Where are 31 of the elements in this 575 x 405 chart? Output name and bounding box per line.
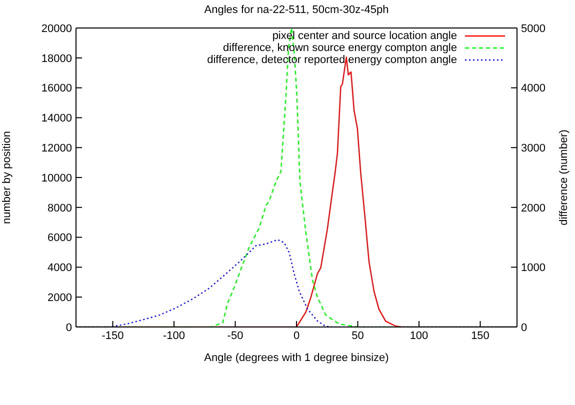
y2-tick-label: 1000 bbox=[521, 262, 546, 274]
y-tick-label: 10000 bbox=[41, 172, 72, 184]
y2-tick-label: 5000 bbox=[521, 22, 546, 35]
x-tick-label: 150 bbox=[471, 330, 490, 342]
chart-title: Angles for na-22-511, 50cm-30z-45ph bbox=[203, 4, 390, 16]
legend-label: difference, detector reported energy compton angle bbox=[207, 54, 457, 66]
y-tick-label: 2000 bbox=[48, 292, 72, 304]
x-tick-label: 50 bbox=[352, 330, 364, 342]
y-tick-label: 6000 bbox=[48, 232, 72, 244]
x-tick-label: 100 bbox=[410, 330, 428, 342]
y2-axis-title: difference (number) bbox=[558, 130, 570, 226]
y2-tick-label: 2000 bbox=[521, 202, 546, 214]
x-axis-title: Angle (degrees with 1 degree binsize) bbox=[204, 352, 389, 364]
y-tick-label: 0 bbox=[66, 322, 72, 334]
y-tick-label: 8000 bbox=[48, 202, 72, 214]
y-tick-label: 4000 bbox=[48, 262, 72, 274]
y2-tick-label: 4000 bbox=[521, 82, 546, 95]
y-tick-label: 20000 bbox=[41, 22, 72, 35]
x-tick-label: -100 bbox=[162, 330, 186, 342]
x-tick-label: -50 bbox=[227, 330, 244, 342]
legend-label: difference, known source energy compton angle bbox=[223, 42, 457, 54]
y-tick-label: 16000 bbox=[41, 82, 72, 95]
y-axis-title: number by position bbox=[0, 131, 13, 224]
y2-tick-label: 3000 bbox=[521, 142, 546, 155]
y-tick-label: 18000 bbox=[41, 52, 72, 65]
y-tick-label: 12000 bbox=[41, 142, 72, 155]
legend-label: pixel center and source location angle bbox=[272, 30, 457, 42]
y-tick-label: 14000 bbox=[41, 112, 72, 125]
y2-tick-label: 0 bbox=[521, 322, 528, 334]
x-tick-label: -150 bbox=[102, 330, 124, 342]
x-tick-label: 0 bbox=[293, 330, 300, 342]
